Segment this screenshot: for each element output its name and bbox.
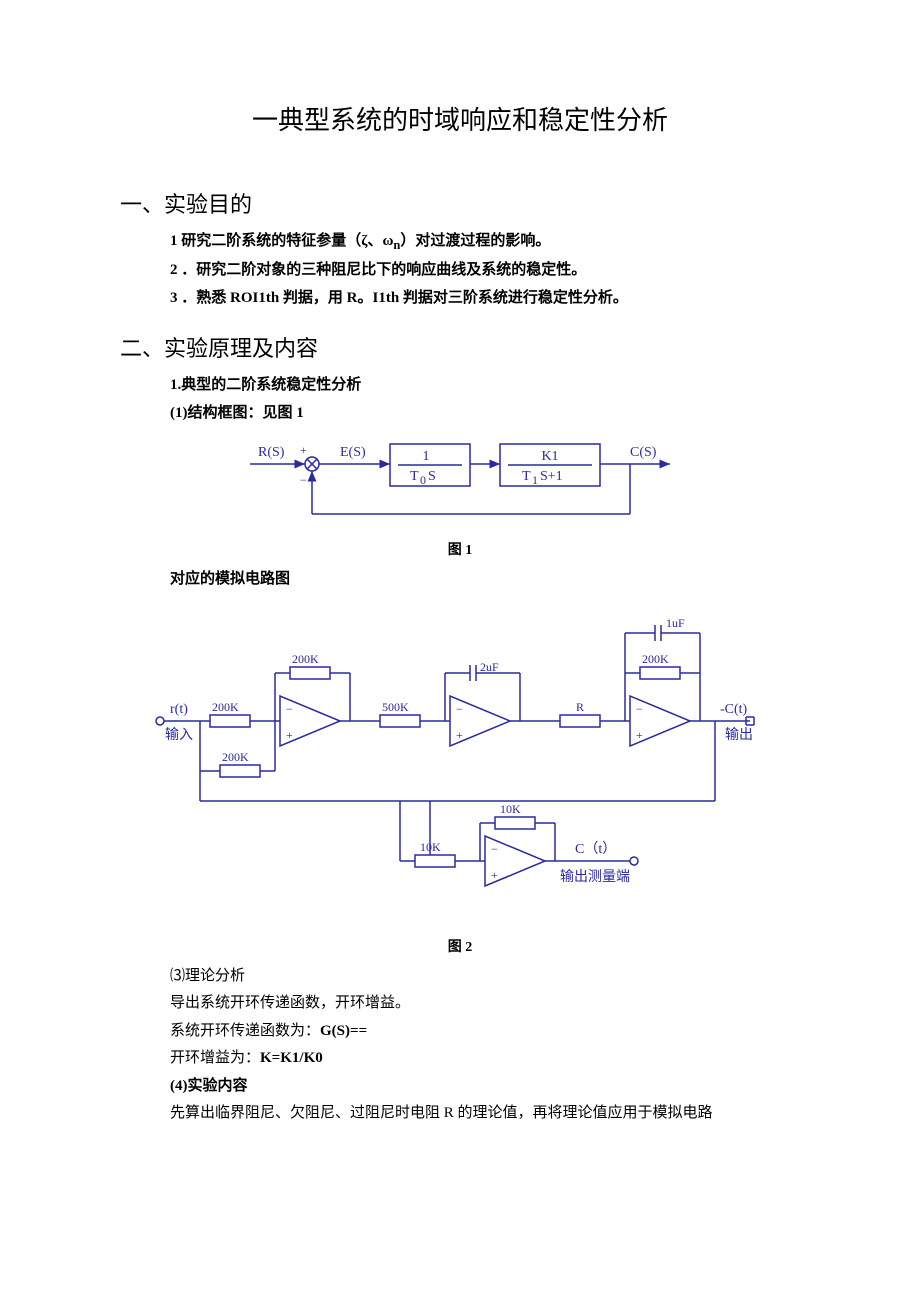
fig1-plus: + xyxy=(300,443,307,457)
fig2-rvar: R xyxy=(576,700,584,714)
svg-text:+: + xyxy=(636,728,643,742)
s2-3-l3a: 开环增益为： xyxy=(170,1050,260,1066)
fig1-C: C(S) xyxy=(630,445,657,460)
fig2-r3: 200K xyxy=(222,750,249,764)
s2-1-title: 1.典型的二阶系统稳定性分析 xyxy=(170,373,800,399)
svg-text:−: − xyxy=(286,702,293,716)
fig1-b1-denb: S xyxy=(428,469,436,484)
fig2-r500: 500K xyxy=(382,700,409,714)
fig2-rin: r(t) xyxy=(170,702,188,717)
fig2-cout: -C(t) xyxy=(720,702,748,717)
fig1-b2-densub: 1 xyxy=(532,473,538,487)
fig1-minus: − xyxy=(300,473,307,487)
s2-1-sub1: (1)结构框图：见图 1 xyxy=(170,401,800,427)
fig1-b1-densub: 0 xyxy=(420,473,426,487)
fig2-meas: C（t） xyxy=(575,841,616,857)
figure-1-svg: R(S) + − E(S) 1 T 0 S K1 T 1 S+1 xyxy=(240,434,680,534)
fig2-input-cn: 输入 xyxy=(165,727,193,743)
fig1-E: E(S) xyxy=(340,445,366,460)
s2-3-l2b: G(S)== xyxy=(320,1023,367,1039)
fig2-r1: 200K xyxy=(212,700,239,714)
fig1-caption: 图 1 xyxy=(120,539,800,559)
figure-1: R(S) + − E(S) 1 T 0 S K1 T 1 S+1 xyxy=(120,434,800,534)
fig2-r10b: 10K xyxy=(500,802,521,816)
fig2-output-cn: 输出 xyxy=(725,727,753,743)
svg-text:+: + xyxy=(456,728,463,742)
s1-item3: 3 ．熟悉 ROI1th 判据，用 R。I1th 判据对三阶系统进行稳定性分析。 xyxy=(170,286,800,312)
fig2-c1uf: 1uF xyxy=(666,616,685,630)
fig2-r10a: 10K xyxy=(420,840,441,854)
fig1-b2-denb: S+1 xyxy=(540,469,563,484)
s2-4-l1: 先算出临界阻尼、欠阻尼、过阻尼时电阻 R 的理论值，再将理论值应用于模拟电路 xyxy=(170,1101,800,1127)
svg-text:−: − xyxy=(456,702,463,716)
fig2-r2: 200K xyxy=(292,652,319,666)
fig1-b2-num: K1 xyxy=(541,449,558,464)
section-1-heading: 一、实验目的 xyxy=(120,187,800,219)
doc-title: 一典型系统的时域响应和稳定性分析 xyxy=(120,100,800,137)
section-2-heading: 二、实验原理及内容 xyxy=(120,331,800,363)
s2-3-title: ⑶理论分析 xyxy=(170,964,800,990)
analog-circuit-title: 对应的模拟电路图 xyxy=(170,567,800,593)
svg-text:−: − xyxy=(636,702,643,716)
fig1-b1-dena: T xyxy=(410,469,419,484)
svg-text:+: + xyxy=(286,728,293,742)
s1-item1-a: 1 研究二阶系统的特征参量（ζ、ω xyxy=(170,233,393,249)
fig1-R: R(S) xyxy=(258,445,285,460)
fig2-c2uf: 2uF xyxy=(480,660,499,674)
s2-3-l3b: K=K1/K0 xyxy=(260,1050,323,1066)
fig1-b1-num: 1 xyxy=(423,449,430,464)
fig1-b2-dena: T xyxy=(522,469,531,484)
svg-text:−: − xyxy=(491,842,498,856)
svg-text:+: + xyxy=(491,868,498,882)
fig2-meas-cn: 输出测量端 xyxy=(560,869,630,885)
s2-3-l2a: 系统开环传递函数为： xyxy=(170,1023,320,1039)
s1-item1-b: ）对过渡过程的影响。 xyxy=(400,233,550,249)
figure-2-svg: r(t) 输入 200K − + 200K 200K xyxy=(140,601,780,931)
fig2-caption: 图 2 xyxy=(120,936,800,956)
figure-2: r(t) 输入 200K − + 200K 200K xyxy=(120,601,800,931)
s2-4-title: (4)实验内容 xyxy=(170,1074,800,1100)
section-1-body: 1 研究二阶系统的特征参量（ζ、ωn）对过渡过程的影响。 2 ．研究二阶对象的三… xyxy=(170,229,800,311)
fig2-r4: 200K xyxy=(642,652,669,666)
s2-3-l1: 导出系统开环传递函数，开环增益。 xyxy=(170,991,800,1017)
s1-item2: 2 ．研究二阶对象的三种阻尼比下的响应曲线及系统的稳定性。 xyxy=(170,258,800,284)
